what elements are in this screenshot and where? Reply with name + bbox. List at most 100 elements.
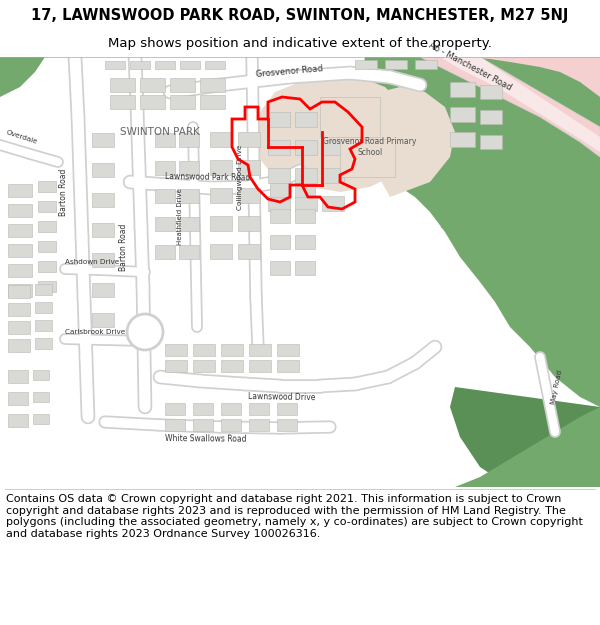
Bar: [33, 370, 49, 380]
Bar: [140, 78, 165, 92]
Bar: [165, 360, 187, 372]
Bar: [180, 61, 200, 69]
Bar: [450, 132, 475, 147]
Text: Heathfield Drive: Heathfield Drive: [177, 189, 183, 246]
Bar: [277, 360, 299, 372]
Bar: [268, 140, 290, 155]
Bar: [322, 168, 344, 183]
Bar: [450, 107, 475, 122]
Bar: [249, 360, 271, 372]
Bar: [105, 61, 125, 69]
Bar: [270, 209, 290, 223]
Bar: [8, 284, 32, 297]
Bar: [268, 196, 290, 211]
Polygon shape: [255, 77, 405, 192]
Bar: [110, 95, 135, 109]
Bar: [221, 344, 243, 356]
Text: SWINTON PARK: SWINTON PARK: [120, 127, 200, 137]
Bar: [33, 392, 49, 402]
Polygon shape: [0, 57, 45, 97]
Bar: [8, 370, 28, 383]
Bar: [8, 204, 32, 217]
Bar: [35, 302, 52, 313]
Bar: [179, 161, 199, 175]
Text: Map shows position and indicative extent of the property.: Map shows position and indicative extent…: [108, 38, 492, 51]
Bar: [35, 338, 52, 349]
Bar: [210, 188, 232, 203]
Bar: [200, 95, 225, 109]
Text: Barton Road: Barton Road: [119, 223, 128, 271]
Bar: [238, 132, 260, 147]
Bar: [277, 419, 297, 431]
Text: Grosvenor Road: Grosvenor Road: [255, 64, 323, 79]
Bar: [179, 245, 199, 259]
Bar: [277, 344, 299, 356]
Bar: [295, 196, 317, 211]
Bar: [140, 95, 165, 109]
Text: May Road: May Road: [550, 369, 563, 405]
Bar: [193, 360, 215, 372]
Bar: [8, 414, 28, 427]
Bar: [322, 196, 344, 211]
Text: A6 - Manchester Road: A6 - Manchester Road: [427, 41, 513, 92]
Bar: [179, 217, 199, 231]
Bar: [110, 78, 135, 92]
Bar: [33, 414, 49, 424]
Polygon shape: [450, 387, 600, 487]
Bar: [38, 241, 56, 252]
Bar: [320, 97, 380, 137]
Bar: [38, 221, 56, 232]
Bar: [8, 224, 32, 237]
Bar: [8, 184, 32, 197]
Bar: [238, 188, 260, 203]
Bar: [92, 253, 114, 267]
Bar: [193, 344, 215, 356]
Bar: [355, 60, 377, 69]
Text: 17, LAWNSWOOD PARK ROAD, SWINTON, MANCHESTER, M27 5NJ: 17, LAWNSWOOD PARK ROAD, SWINTON, MANCHE…: [31, 8, 569, 23]
Polygon shape: [440, 227, 600, 307]
Bar: [249, 403, 269, 415]
Bar: [270, 235, 290, 249]
Bar: [221, 403, 241, 415]
Text: Contains OS data © Crown copyright and database right 2021. This information is : Contains OS data © Crown copyright and d…: [6, 494, 583, 539]
Bar: [238, 244, 260, 259]
Bar: [270, 183, 290, 197]
Text: Grosvenor Road Primary
School: Grosvenor Road Primary School: [323, 138, 416, 157]
Bar: [210, 244, 232, 259]
Bar: [38, 181, 56, 192]
Bar: [130, 61, 150, 69]
Bar: [295, 209, 315, 223]
Bar: [295, 112, 317, 127]
Bar: [268, 168, 290, 183]
Bar: [193, 419, 213, 431]
Bar: [38, 281, 56, 292]
Bar: [277, 403, 297, 415]
Bar: [268, 112, 290, 127]
Text: Overdale: Overdale: [5, 129, 38, 145]
Bar: [8, 392, 28, 405]
Bar: [295, 140, 317, 155]
Bar: [238, 216, 260, 231]
Polygon shape: [440, 57, 600, 152]
Bar: [322, 112, 344, 127]
Text: Barton Road: Barton Road: [59, 168, 68, 216]
Bar: [221, 360, 243, 372]
Bar: [340, 139, 395, 177]
Bar: [170, 78, 195, 92]
Polygon shape: [445, 407, 600, 487]
Bar: [210, 132, 232, 147]
Text: Lawnswood Park Road: Lawnswood Park Road: [165, 172, 250, 182]
Bar: [8, 285, 30, 298]
Bar: [8, 339, 30, 352]
Polygon shape: [420, 57, 600, 157]
Bar: [415, 60, 437, 69]
Bar: [155, 61, 175, 69]
Text: White Swallows Road: White Swallows Road: [165, 434, 247, 444]
Bar: [8, 303, 30, 316]
Text: Collingwood Drive: Collingwood Drive: [237, 144, 243, 210]
Bar: [385, 60, 407, 69]
Polygon shape: [358, 87, 455, 197]
Bar: [270, 261, 290, 275]
Bar: [200, 78, 225, 92]
Bar: [165, 344, 187, 356]
